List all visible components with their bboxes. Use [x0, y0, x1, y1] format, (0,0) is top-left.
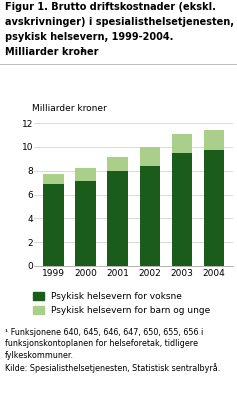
Text: 1: 1 — [79, 47, 84, 53]
Text: ¹ Funksjonene 640, 645, 646, 647, 650, 655, 656 i: ¹ Funksjonene 640, 645, 646, 647, 650, 6… — [5, 328, 203, 337]
Bar — [107, 171, 128, 266]
Bar — [107, 157, 128, 171]
Bar — [140, 147, 160, 166]
Bar — [75, 181, 96, 266]
Text: Kilde: Spesialisthelsetjenesten, Statistisk sentralbyrå.: Kilde: Spesialisthelsetjenesten, Statist… — [5, 363, 220, 373]
Bar — [172, 134, 192, 153]
Bar — [140, 166, 160, 266]
Text: funksjonskontoplanen for helseforetak, tidligere: funksjonskontoplanen for helseforetak, t… — [5, 339, 198, 349]
Text: Milliarder kroner: Milliarder kroner — [5, 47, 98, 57]
Bar — [43, 184, 64, 266]
Text: fylkeskommuner.: fylkeskommuner. — [5, 351, 74, 360]
Bar — [204, 130, 224, 150]
Text: Milliarder kroner: Milliarder kroner — [32, 104, 107, 113]
Bar — [75, 168, 96, 181]
Bar — [172, 153, 192, 266]
Text: Figur 1. Brutto driftskostnader (ekskl.: Figur 1. Brutto driftskostnader (ekskl. — [5, 2, 216, 12]
Text: avskrivninger) i spesialisthelsetjenesten,: avskrivninger) i spesialisthelsetjeneste… — [5, 17, 234, 27]
Bar — [204, 150, 224, 266]
Text: psykisk helsevern, 1999-2004.: psykisk helsevern, 1999-2004. — [5, 32, 173, 42]
Legend: Psykisk helsevern for voksne, Psykisk helsevern for barn og unge: Psykisk helsevern for voksne, Psykisk he… — [33, 292, 210, 315]
Bar — [43, 173, 64, 184]
